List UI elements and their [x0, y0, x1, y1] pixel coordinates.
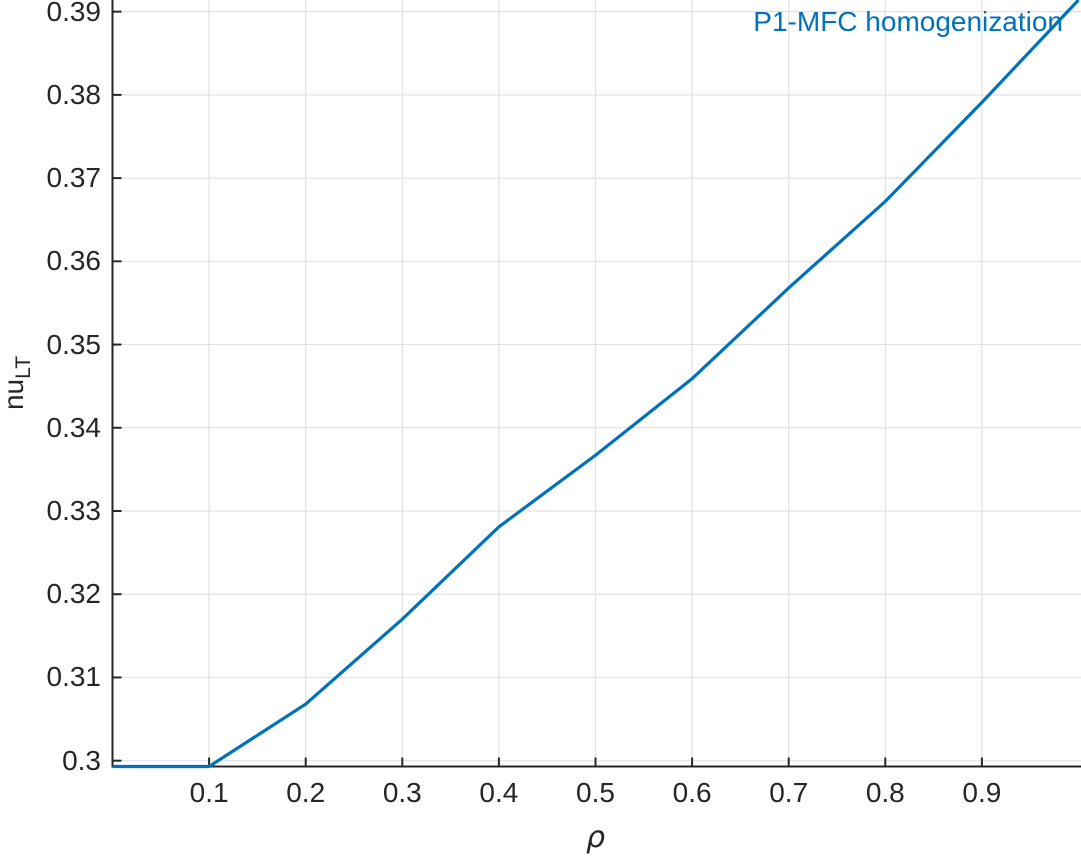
y-axis-label-main: nu — [0, 378, 29, 411]
y-axis-label: nuLT — [0, 356, 36, 410]
y-axis-label-subscript: LT — [12, 355, 35, 379]
legend-label: P1-MFC homogenization — [753, 6, 1063, 37]
x-axis-label: ρ — [585, 820, 606, 855]
series-line — [112, 0, 1080, 769]
